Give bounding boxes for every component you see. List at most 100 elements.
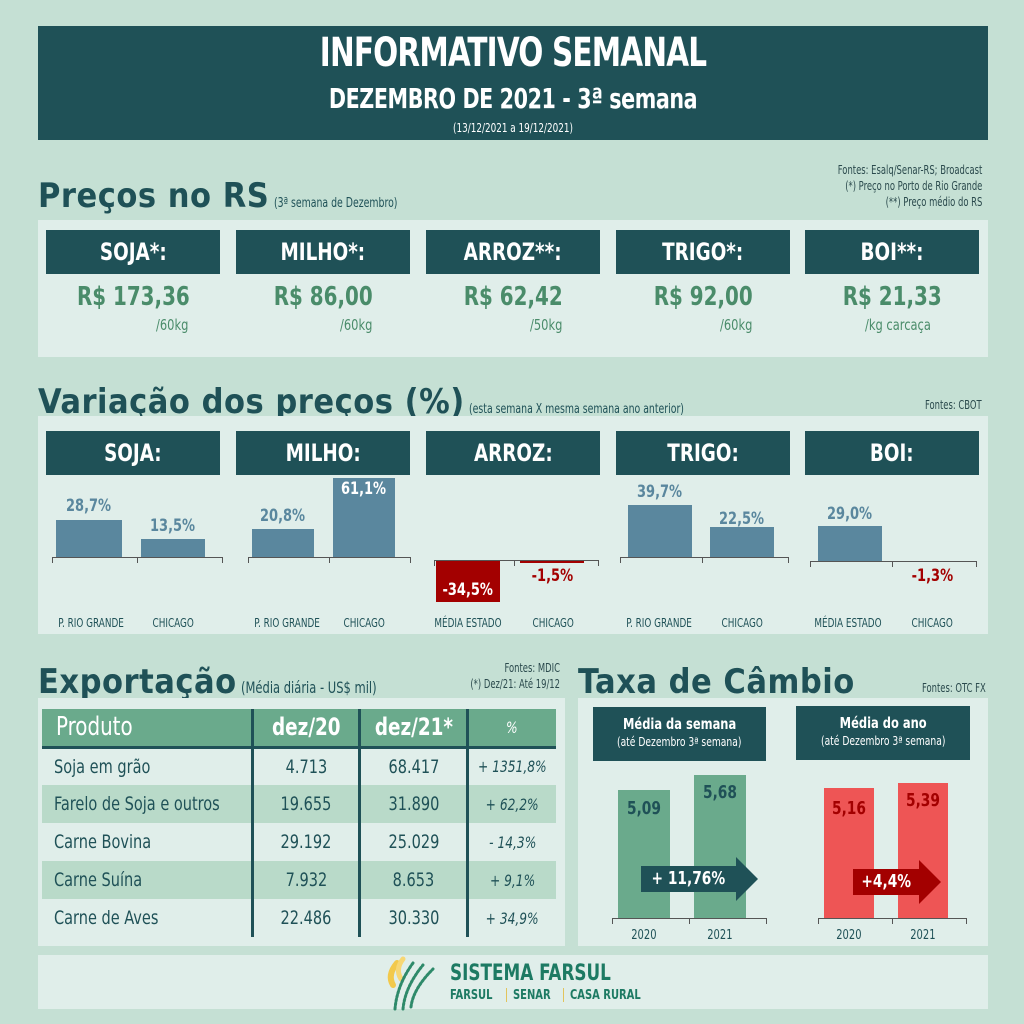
variation-group-trigo: TRIGO: <box>616 431 790 475</box>
bar-trigo-chicago <box>710 527 774 557</box>
x-axis <box>434 560 598 561</box>
bar-value: 20,8% <box>260 506 306 526</box>
bar-value: -34,5% <box>442 580 494 600</box>
year-label: 2021 <box>910 928 936 943</box>
cell-dez21: 8.653 <box>359 861 469 899</box>
axis-tick <box>702 557 703 563</box>
section-title-precos: Preços no RS <box>38 176 270 216</box>
axis-tick <box>788 557 789 563</box>
table-row: Carne de Aves 22.486 30.330 + 34,9% <box>42 899 556 937</box>
axis-tick <box>410 557 411 563</box>
exportacao-table: Produto dez/20 dez/21* % Soja em grão 4.… <box>42 709 556 937</box>
section-title-variacao: Variação dos preços (%) <box>38 382 465 422</box>
axis-tick <box>620 557 621 563</box>
column-header-percent: % <box>467 709 556 747</box>
section-subtitle-precos: (3ª semana de Dezembro) <box>273 196 398 211</box>
variation-label: MILHO: <box>236 431 410 475</box>
variacao-source: Fontes: CBOT <box>925 397 982 413</box>
precos-heading: Preços no RS (3ª semana de Dezembro) <box>38 176 428 216</box>
exportacao-sources: Fontes: MDIC (*) Dez/21: Até 19/12 <box>459 660 560 692</box>
fx-label-ano: Média do ano (até Dezembro 3ª semana) <box>796 706 970 760</box>
price-label: MILHO*: <box>236 230 410 274</box>
axis-tick <box>52 557 53 563</box>
fx-value: 5,68 <box>703 782 737 803</box>
cambio-panel: Média da semana (até Dezembro 3ª semana)… <box>578 698 988 946</box>
section-title-cambio: Taxa de Câmbio <box>578 662 855 702</box>
price-card-boi: BOI**: R$ 21,33 /kg carcaça <box>805 230 979 334</box>
category-label: CHICAGO <box>532 616 574 630</box>
section-subtitle-variacao: (esta semana X mesma semana ano anterior… <box>469 402 685 417</box>
variation-group-arroz: ARROZ: <box>426 431 600 475</box>
cell-dez20: 19.655 <box>252 785 362 823</box>
price-value: R$ 21,33 <box>842 282 942 312</box>
page-title: INFORMATIVO SEMANAL <box>319 30 707 76</box>
variation-label: TRIGO: <box>616 431 790 475</box>
source-note-2: (**) Preço médio do RS <box>885 195 982 209</box>
category-label: P. RIO GRANDE <box>254 616 320 630</box>
price-value: R$ 173,36 <box>76 282 190 312</box>
cell-dez21: 25.029 <box>359 823 469 861</box>
axis-tick <box>514 560 515 566</box>
x-axis <box>620 557 788 558</box>
brand-name: SISTEMA FARSUL <box>450 961 611 986</box>
divider <box>505 988 507 1002</box>
column-header-dez21: dez/21* <box>359 709 469 747</box>
source-line: Fontes: OTC FX <box>922 681 986 695</box>
category-label: CHICAGO <box>343 616 385 630</box>
cell-produto: Carne de Aves <box>42 899 255 937</box>
variation-label: ARROZ: <box>426 431 600 475</box>
source-line: Fontes: MDIC <box>504 661 560 675</box>
fx-bar-semana-2020 <box>618 790 670 918</box>
category-label: MÉDIA ESTADO <box>814 616 882 630</box>
column-header-produto: Produto <box>42 709 255 747</box>
bar-trigo-rio-grande <box>628 505 692 557</box>
cell-dez21: 31.890 <box>359 785 469 823</box>
cell-percent: + 62,2% <box>467 785 556 823</box>
bar-soja-chicago <box>141 539 205 557</box>
precos-panel: SOJA*: R$ 173,36 /60kg MILHO*: R$ 86,00 … <box>38 220 988 357</box>
year-label: 2021 <box>707 928 733 943</box>
farsul-wheat-logo-icon <box>387 956 435 1011</box>
category-label: P. RIO GRANDE <box>626 616 692 630</box>
brand-part-senar: SENAR <box>512 988 551 1003</box>
footer-banner: SISTEMA FARSUL FARSUL SENAR CASA RURAL <box>38 955 988 1011</box>
price-unit: /60kg <box>156 316 189 334</box>
page-subtitle: DEZEMBRO DE 2021 - 3ª semana <box>328 82 698 115</box>
fx-change-arrow-ano: +4,4% <box>853 860 942 904</box>
table-row: Carne Suína 7.932 8.653 + 9,1% <box>42 861 556 899</box>
bar-arroz-media-estado <box>436 561 500 602</box>
cell-dez20: 29.192 <box>252 823 362 861</box>
axis-tick <box>892 561 893 567</box>
source-note-1: (*) Preço no Porto de Rio Grande <box>844 179 982 193</box>
variation-label: BOI: <box>805 431 979 475</box>
axis-tick <box>222 557 223 563</box>
cambio-heading: Taxa de Câmbio <box>578 662 855 702</box>
axis-tick <box>434 560 435 566</box>
section-subtitle-exportacao: (Média diária - US$ mil) <box>241 678 377 697</box>
exportacao-heading: Exportação (Média diária - US$ mil) <box>38 662 411 702</box>
cell-percent: + 9,1% <box>467 861 556 899</box>
fx-bar-ano-2020 <box>824 788 874 918</box>
bar-value: -1,5% <box>531 566 573 586</box>
variacao-panel: SOJA: 28,7% 13,5% P. RIO GRANDE CHICAGO … <box>38 416 988 634</box>
bar-arroz-chicago <box>520 561 584 563</box>
variation-group-boi: BOI: <box>805 431 979 475</box>
variation-label: SOJA: <box>46 431 220 475</box>
cell-dez20: 22.486 <box>252 899 362 937</box>
section-title-exportacao: Exportação <box>38 662 237 702</box>
price-label: ARROZ**: <box>426 230 600 274</box>
axis-tick <box>689 918 690 924</box>
variation-group-soja: SOJA: <box>46 431 220 475</box>
cell-produto: Carne Suína <box>42 861 255 899</box>
price-unit: /kg carcaça <box>865 316 931 334</box>
price-value: R$ 92,00 <box>653 282 753 312</box>
cell-dez20: 7.932 <box>252 861 362 899</box>
axis-tick <box>976 561 977 567</box>
bar-value: 29,0% <box>827 504 873 524</box>
price-card-milho: MILHO*: R$ 86,00 /60kg <box>236 230 410 334</box>
fx-value: 5,09 <box>627 798 661 819</box>
header-banner: INFORMATIVO SEMANAL DEZEMBRO DE 2021 - 3… <box>38 26 988 140</box>
source-line: Fontes: Esalq/Senar-RS; Broadcast <box>837 163 982 177</box>
fx-change-arrow-semana: + 11,76% <box>641 857 758 901</box>
bar-milho-chicago <box>333 478 395 557</box>
